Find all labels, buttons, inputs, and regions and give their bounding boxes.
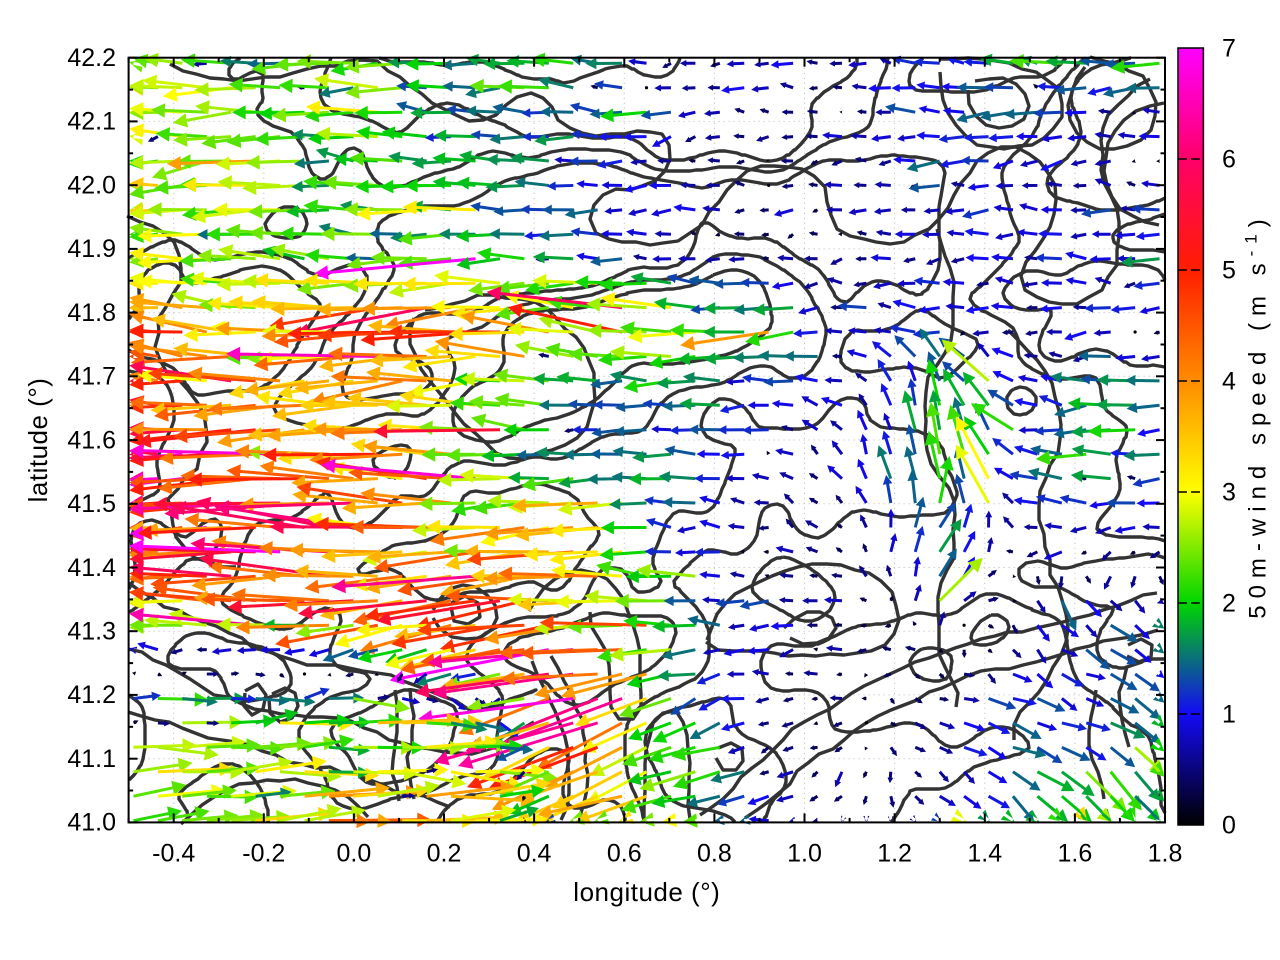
svg-text:6: 6	[1222, 145, 1236, 173]
svg-text:1.2: 1.2	[877, 840, 912, 868]
svg-text:1: 1	[1222, 700, 1236, 728]
svg-text:42.1: 42.1	[67, 108, 116, 136]
svg-text:0.4: 0.4	[517, 840, 552, 868]
svg-text:1.4: 1.4	[967, 840, 1002, 868]
svg-text:0.6: 0.6	[607, 840, 642, 868]
svg-text:41.7: 41.7	[67, 363, 116, 391]
svg-text:0.0: 0.0	[337, 840, 372, 868]
svg-text:41.1: 41.1	[67, 745, 116, 773]
svg-text:-0.2: -0.2	[242, 840, 285, 868]
svg-text:50m-wind speed (m s-1): 50m-wind speed (m s-1)	[1242, 212, 1272, 619]
svg-text:7: 7	[1222, 34, 1236, 62]
svg-text:3: 3	[1222, 478, 1236, 506]
svg-text:0.2: 0.2	[427, 840, 462, 868]
svg-text:-0.4: -0.4	[152, 840, 195, 868]
svg-text:41.5: 41.5	[67, 490, 116, 518]
svg-text:41.2: 41.2	[67, 681, 116, 709]
svg-text:41.8: 41.8	[67, 299, 116, 327]
svg-text:1.8: 1.8	[1148, 840, 1183, 868]
svg-text:41.9: 41.9	[67, 235, 116, 263]
svg-text:0: 0	[1222, 811, 1236, 839]
svg-text:0.8: 0.8	[697, 840, 732, 868]
svg-text:1.0: 1.0	[787, 840, 822, 868]
svg-text:41.4: 41.4	[67, 554, 116, 582]
svg-text:1.6: 1.6	[1058, 840, 1093, 868]
svg-text:2: 2	[1222, 589, 1236, 617]
svg-text:latitude (°): latitude (°)	[23, 378, 53, 503]
svg-text:41.6: 41.6	[67, 426, 116, 454]
svg-text:5: 5	[1222, 256, 1236, 284]
svg-text:42.0: 42.0	[67, 172, 116, 200]
svg-text:longitude (°): longitude (°)	[573, 877, 720, 907]
svg-text:41.0: 41.0	[67, 809, 116, 837]
svg-text:42.2: 42.2	[67, 44, 116, 72]
svg-text:4: 4	[1222, 367, 1236, 395]
svg-text:41.3: 41.3	[67, 618, 116, 646]
